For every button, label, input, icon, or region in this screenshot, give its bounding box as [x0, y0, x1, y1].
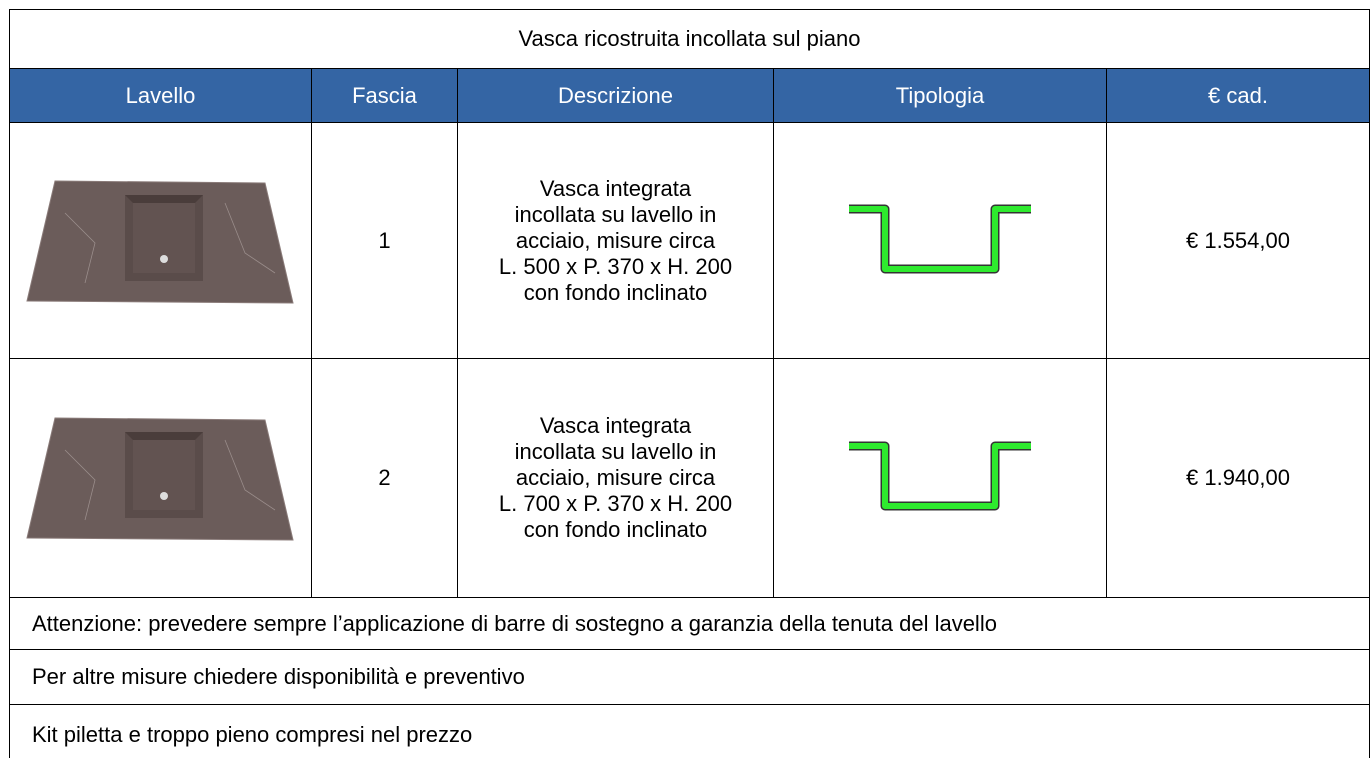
- note: Kit piletta e troppo pieno compresi nel …: [9, 704, 1370, 758]
- description-line: L. 700 x P. 370 x H. 200: [498, 491, 733, 516]
- type-cell: [773, 122, 1106, 358]
- type-icon: [849, 441, 1031, 511]
- sink-cell: [9, 122, 311, 358]
- description-line: Vasca integrata: [539, 413, 692, 438]
- type-cell: [773, 358, 1106, 597]
- description-line: Vasca integrata: [539, 175, 692, 201]
- column-header: Descrizione: [457, 68, 773, 122]
- description-line: L. 500 x P. 370 x H. 200: [498, 253, 733, 279]
- column-header: Tipologia: [773, 68, 1106, 122]
- note: Attenzione: prevedere sempre l’applicazi…: [9, 597, 1370, 649]
- fascia: 2: [311, 358, 457, 597]
- description-line: con fondo inclinato: [523, 517, 708, 542]
- column-header: € cad.: [1106, 68, 1370, 122]
- price: € 1.554,00: [1106, 122, 1370, 358]
- description-line: incollata su lavello in: [514, 439, 717, 464]
- fascia: 1: [311, 122, 457, 358]
- sink-image: [25, 179, 294, 304]
- description: Vasca integrata incollata su lavello in ac…: [457, 358, 773, 597]
- description-line: con fondo inclinato: [523, 279, 708, 305]
- description-line: acciaio, misure circa: [515, 227, 716, 253]
- type-icon: [849, 204, 1031, 273]
- price: € 1.940,00: [1106, 358, 1370, 597]
- note: Per altre misure chiedere disponibilità …: [9, 649, 1370, 704]
- column-header: Lavello: [9, 68, 311, 122]
- sink-image: [25, 417, 294, 541]
- column-header: Fascia: [311, 68, 457, 122]
- sink-cell: [9, 358, 311, 597]
- table-title: Vasca ricostruita incollata sul piano: [9, 9, 1370, 68]
- description: Vasca integrata incollata su lavello in ac…: [457, 122, 773, 358]
- description-line: acciaio, misure circa: [515, 465, 716, 490]
- description-line: incollata su lavello in: [514, 201, 717, 227]
